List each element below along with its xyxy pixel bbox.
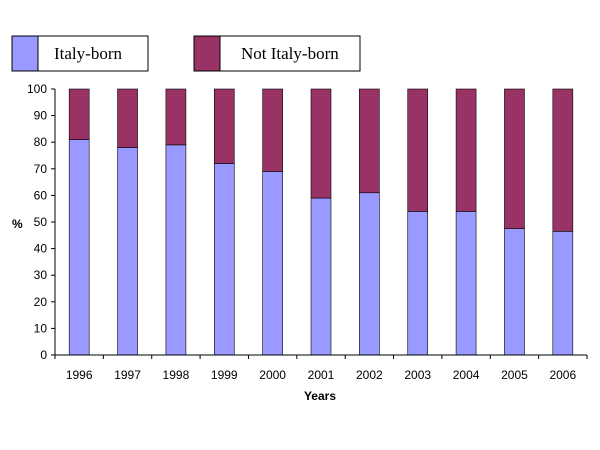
bar-italy-born-1996 bbox=[68, 139, 90, 356]
legend-item-italy-born: Italy-born bbox=[11, 35, 149, 72]
bar-not-italy-born-2006 bbox=[552, 88, 574, 232]
bar-italy-born-2001 bbox=[310, 197, 332, 356]
bar-italy-born-2005 bbox=[504, 228, 525, 356]
bar-not-italy-born-2000 bbox=[262, 88, 283, 172]
y-tick-label: 20 bbox=[34, 295, 48, 309]
bar-italy-born-2006 bbox=[552, 231, 574, 356]
bar-italy-born-1997 bbox=[117, 147, 138, 356]
x-tick-label-2006: 2006 bbox=[549, 368, 576, 382]
x-tick-label-2005: 2005 bbox=[501, 368, 528, 382]
bar-italy-born-1999 bbox=[213, 163, 235, 356]
y-tick-label: 100 bbox=[27, 82, 47, 96]
y-tick-label: 10 bbox=[34, 321, 48, 335]
x-axis-title: Years bbox=[304, 389, 336, 403]
x-tick-label-2004: 2004 bbox=[453, 368, 480, 382]
legend-item-not-italy-born: Not Italy-born bbox=[193, 35, 361, 72]
legend-label-italy-born: Italy-born bbox=[54, 44, 122, 63]
y-tick-label: 90 bbox=[34, 109, 48, 123]
bar-not-italy-born-1999 bbox=[213, 88, 235, 164]
x-axis: 1996 1997 1998 1999 2000 2001 2002 2003 2004 2005… bbox=[54, 354, 588, 382]
legend-label-not-italy-born: Not Italy-born bbox=[241, 44, 339, 63]
bar-not-italy-born-2002 bbox=[359, 88, 380, 194]
x-tick-label-2003: 2003 bbox=[404, 368, 431, 382]
y-tick-label: 50 bbox=[34, 215, 48, 229]
bar-not-italy-born-1997 bbox=[117, 88, 138, 148]
legend-box-italy-born bbox=[37, 35, 149, 72]
bar-not-italy-born-1998 bbox=[165, 88, 187, 146]
bar-italy-born-2004 bbox=[455, 211, 477, 356]
bar-italy-born-2003 bbox=[407, 211, 429, 356]
y-tick-label: 80 bbox=[34, 135, 48, 149]
legend-swatch-not-italy-born bbox=[193, 35, 221, 72]
bars-group bbox=[68, 88, 574, 356]
x-tick-label-1999: 1999 bbox=[211, 368, 238, 382]
x-tick-label-2000: 2000 bbox=[259, 368, 286, 382]
bar-not-italy-born-2003 bbox=[407, 88, 429, 212]
bar-not-italy-born-2001 bbox=[310, 88, 332, 199]
legend-swatch-italy-born bbox=[11, 35, 39, 72]
y-tick-label: 0 bbox=[40, 348, 47, 362]
y-axis-title: % bbox=[12, 217, 23, 231]
x-tick-label-2002: 2002 bbox=[356, 368, 383, 382]
bar-italy-born-1998 bbox=[165, 144, 187, 356]
y-axis: 0 10 20 30 40 50 60 70 80 90 100 bbox=[27, 82, 56, 362]
y-tick-label: 60 bbox=[34, 188, 48, 202]
y-tick-label: 30 bbox=[34, 268, 48, 282]
bar-italy-born-2002 bbox=[359, 192, 380, 356]
legend-box-not-italy-born bbox=[219, 35, 361, 72]
legend: Italy-born Not Italy-born bbox=[11, 35, 361, 72]
x-tick-label-2001: 2001 bbox=[308, 368, 335, 382]
y-tick-label: 40 bbox=[34, 242, 48, 256]
bar-not-italy-born-1996 bbox=[68, 88, 90, 140]
bar-italy-born-2000 bbox=[262, 171, 283, 356]
y-tick-label: 70 bbox=[34, 162, 48, 176]
bar-not-italy-born-2004 bbox=[455, 88, 477, 212]
x-tick-label-1997: 1997 bbox=[114, 368, 141, 382]
x-tick-label-1996: 1996 bbox=[66, 368, 93, 382]
bar-not-italy-born-2005 bbox=[504, 88, 525, 229]
x-tick-label-1998: 1998 bbox=[163, 368, 190, 382]
